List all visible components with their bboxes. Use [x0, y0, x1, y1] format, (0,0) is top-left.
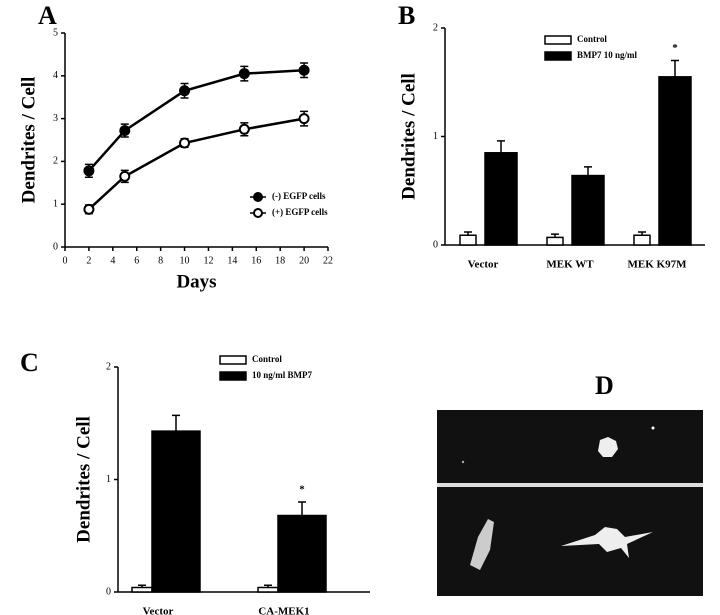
bar [571, 174, 605, 246]
x-tick-label: 10 [180, 255, 190, 266]
speck [651, 426, 655, 430]
x-tick-label: 2 [86, 255, 91, 266]
legend-swatch [544, 35, 572, 45]
x-tick-label: MEK WT [546, 259, 594, 271]
y-tick-label: 2 [433, 22, 438, 33]
legend-label: Control [577, 34, 607, 44]
marker [179, 85, 191, 97]
bar [277, 514, 327, 593]
marker [298, 64, 310, 76]
y-axis-label: Dendrites / Cell [73, 416, 94, 543]
y-tick-label: 4 [53, 70, 58, 81]
image-divider [437, 483, 703, 487]
error-bar [671, 59, 679, 77]
y-tick-label: 1 [106, 474, 111, 485]
x-tick-label: MEK K97M [628, 259, 688, 271]
x-tick-label: 18 [275, 255, 285, 266]
legend-label: BMP7 10 ng/ml [577, 50, 637, 60]
speck [461, 460, 465, 464]
bar [131, 586, 153, 593]
error-bar [551, 233, 559, 238]
x-tick-label: 8 [158, 255, 163, 266]
bar [484, 152, 518, 246]
x-tick-label: 16 [251, 255, 261, 266]
panel-label: D [595, 371, 614, 400]
x-tick-label: 12 [203, 255, 213, 266]
bar [151, 430, 201, 593]
legend-label: (+) EGFP cells [272, 207, 328, 217]
y-tick-label: 0 [433, 239, 438, 250]
x-tick-label: 20 [299, 255, 309, 266]
x-tick-label: Vector [468, 259, 499, 271]
y-tick-label: 1 [53, 198, 58, 209]
legend-label: Control [252, 354, 282, 364]
annotation: * [299, 484, 305, 496]
x-tick-label: 14 [227, 255, 237, 266]
panel-label: B [398, 1, 415, 30]
legend-swatch [219, 371, 247, 381]
error-bar [264, 584, 272, 588]
x-axis-label: Days [176, 271, 216, 292]
cell [561, 527, 653, 558]
bar [633, 234, 651, 246]
y-tick-label: 0 [53, 241, 58, 252]
y-tick-label: 0 [106, 586, 111, 597]
y-axis-label: Dendrites / Cell [398, 73, 419, 200]
panel-label: C [20, 348, 39, 377]
y-tick-label: 1 [433, 131, 438, 142]
x-tick-label: 4 [110, 255, 115, 266]
legend-label: 10 ng/ml BMP7 [252, 370, 312, 380]
bar [658, 76, 692, 246]
marker [298, 113, 310, 125]
marker [119, 170, 131, 182]
marker [119, 125, 131, 137]
error-bar [638, 231, 646, 236]
panel-label: A [38, 1, 57, 30]
bar [459, 234, 477, 246]
marker [238, 123, 250, 135]
legend-swatch [219, 355, 247, 365]
y-tick-label: 5 [53, 27, 58, 38]
marker [83, 165, 95, 177]
error-bar [138, 584, 146, 588]
legend-label: (-) EGFP cells [272, 191, 326, 201]
cell [470, 519, 494, 570]
bar [257, 586, 279, 593]
error-bar [464, 231, 472, 236]
marker [83, 203, 95, 215]
legend-marker [253, 192, 263, 202]
y-tick-label: 2 [53, 156, 58, 167]
y-axis-label: Dendrites / Cell [18, 77, 39, 204]
bar [546, 236, 564, 246]
legend-swatch [544, 51, 572, 61]
x-tick-label: 6 [134, 255, 139, 266]
x-tick-label: Vector [143, 606, 174, 615]
marker [238, 68, 250, 80]
error-bar [497, 140, 505, 153]
marker [179, 137, 191, 149]
error-bar [298, 501, 306, 516]
x-tick-label: CA-MEK1 [258, 606, 309, 615]
error-bar [172, 414, 180, 432]
error-bar [584, 166, 592, 176]
y-tick-label: 2 [106, 361, 111, 372]
x-tick-label: 22 [323, 255, 333, 266]
legend-marker [253, 208, 263, 218]
x-tick-label: 0 [63, 255, 68, 266]
micrograph [437, 410, 703, 596]
line [87, 68, 305, 172]
cell [598, 437, 618, 457]
annotation: * [672, 42, 678, 54]
y-tick-label: 3 [53, 113, 58, 124]
